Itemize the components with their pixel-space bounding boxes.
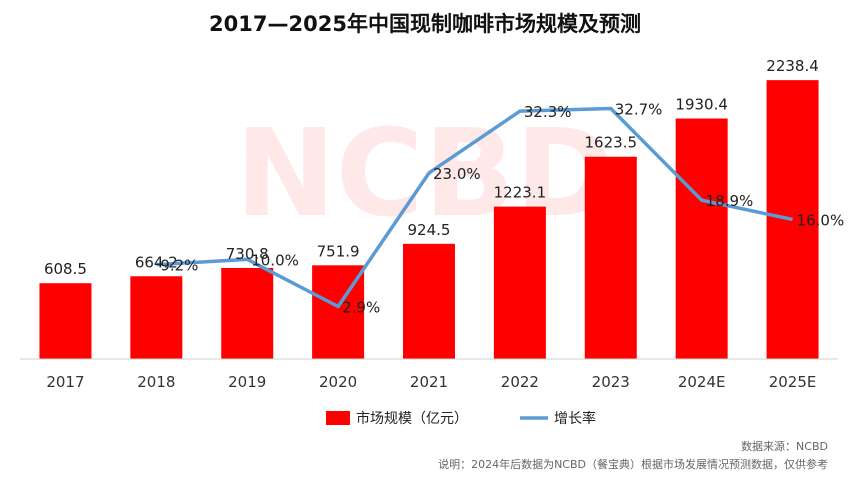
bar-value-label-2023: 1623.5	[585, 134, 638, 152]
forecast-disclaimer: 说明：2024年后数据为NCBD（餐宝典）根据市场发展情况预测数据，仅供参考	[438, 458, 828, 471]
bar-2025E	[766, 80, 819, 360]
bar-value-label-2017: 608.5	[44, 260, 87, 278]
bar-2023	[584, 156, 637, 359]
growth-rate-label-2018: 9.2%	[160, 257, 198, 275]
bar-value-label-2024E: 1930.4	[675, 96, 728, 114]
growth-rate-label-2020: 2.9%	[342, 299, 380, 317]
x-tick-label-2025E: 2025E	[769, 373, 817, 391]
watermark-logo: NCBD	[235, 105, 615, 244]
bar-2022	[493, 206, 546, 359]
x-tick-label-2019: 2019	[228, 373, 266, 391]
bar-2017	[39, 283, 92, 359]
data-source-note: 数据来源：NCBD	[741, 440, 828, 453]
bar-2019	[221, 267, 274, 359]
growth-rate-line	[156, 106, 793, 309]
bar-2024E	[675, 118, 728, 359]
growth-rate-label-2025E: 16.0%	[797, 211, 845, 229]
x-tick-label-2021: 2021	[410, 373, 448, 391]
x-tick-label-2020: 2020	[319, 373, 357, 391]
growth-rate-label-2019: 10.0%	[251, 251, 299, 269]
bar-2021	[403, 243, 455, 359]
bar-value-label-2022: 1223.1	[494, 184, 547, 202]
x-tick-label-2018: 2018	[137, 373, 175, 391]
x-tick-label-2024E: 2024E	[678, 373, 726, 391]
legend-swatch-market-size	[326, 411, 350, 425]
legend-label-growth-rate: 增长率	[554, 410, 596, 427]
legend-label-market-size: 市场规模（亿元）	[356, 410, 468, 427]
x-tick-label-2017: 2017	[46, 373, 84, 391]
bar-2018	[130, 276, 183, 359]
growth-rate-label-2023: 32.7%	[615, 101, 663, 119]
x-tick-label-2022: 2022	[501, 373, 539, 391]
growth-rate-label-2022: 32.3%	[524, 103, 572, 121]
bar-value-label-2025E: 2238.4	[766, 57, 819, 75]
bar-value-label-2021: 924.5	[408, 221, 451, 239]
growth-rate-label-2024E: 18.9%	[706, 192, 754, 210]
bar-value-label-2020: 751.9	[317, 242, 360, 260]
x-tick-label-2023: 2023	[592, 373, 630, 391]
growth-rate-label-2021: 23.0%	[433, 165, 481, 183]
bar-value-label-2019: 730.8	[226, 245, 269, 263]
bar-value-label-2018: 664.2	[135, 253, 178, 271]
chart-title: 2017—2025年中国现制咖啡市场规模及预测	[209, 12, 641, 36]
